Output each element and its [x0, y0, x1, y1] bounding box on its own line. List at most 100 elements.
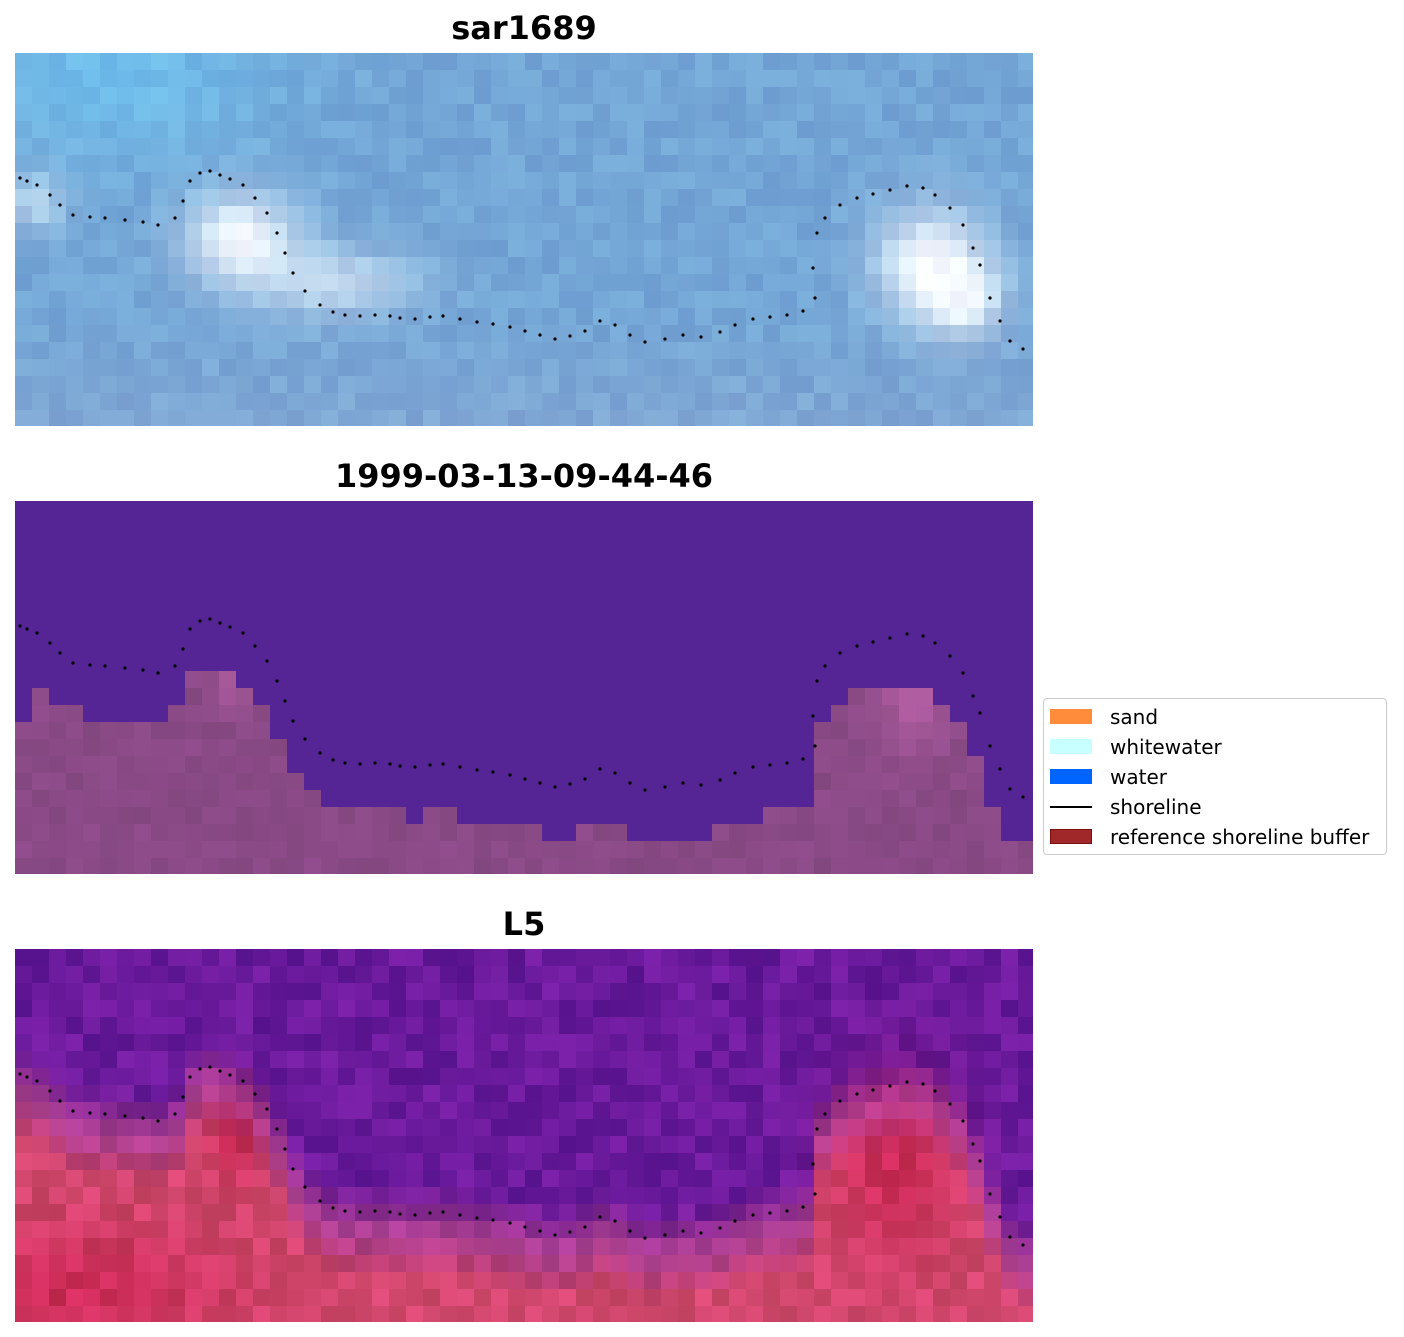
classified-pixel: [321, 688, 339, 706]
sar-pixel: [661, 70, 679, 88]
classified-pixel: [304, 569, 322, 587]
landsat-pixel: [168, 1255, 186, 1273]
classified-pixel: [66, 654, 84, 672]
sar-pixel: [287, 155, 305, 173]
landsat-pixel: [780, 1238, 798, 1256]
landsat-pixel: [389, 1272, 407, 1290]
sar-pixel: [831, 104, 849, 122]
sar-pixel: [253, 189, 271, 207]
sar-pixel: [661, 223, 679, 241]
sar-pixel: [1001, 206, 1019, 224]
sar-pixel: [321, 240, 339, 258]
sar-pixel: [66, 393, 84, 411]
landsat-pixel: [967, 1000, 985, 1018]
landsat-pixel: [678, 1102, 696, 1120]
classified-pixel: [882, 518, 900, 536]
classified-pixel: [814, 671, 832, 689]
classified-pixel: [882, 756, 900, 774]
sar-pixel: [134, 172, 152, 190]
sar-pixel: [304, 393, 322, 411]
sar-pixel: [423, 206, 441, 224]
classified-pixel: [576, 620, 594, 638]
sar-pixel: [474, 393, 492, 411]
sar-pixel: [321, 87, 339, 105]
shoreline-dot: [373, 313, 377, 317]
classified-pixel: [100, 756, 118, 774]
classified-pixel: [712, 841, 730, 859]
landsat-pixel: [66, 1238, 84, 1256]
sar-pixel: [338, 53, 356, 71]
sar-pixel: [559, 155, 577, 173]
classified-pixel: [984, 739, 1002, 757]
classified-pixel: [695, 620, 713, 638]
landsat-pixel: [168, 1068, 186, 1086]
sar-pixel: [32, 172, 50, 190]
sar-pixel: [219, 155, 237, 173]
sar-pixel: [882, 189, 900, 207]
classified-pixel: [1018, 722, 1033, 740]
sar-pixel: [746, 325, 764, 343]
classified-pixel: [712, 586, 730, 604]
landsat-pixel: [100, 949, 118, 967]
classified-pixel: [814, 586, 832, 604]
landsat-pixel: [389, 1306, 407, 1322]
classified-pixel: [49, 620, 67, 638]
landsat-pixel: [219, 1034, 237, 1052]
classified-pixel: [202, 722, 220, 740]
classified-pixel: [508, 688, 526, 706]
sar-pixel: [355, 138, 373, 156]
sar-pixel: [355, 376, 373, 394]
sar-pixel: [627, 257, 645, 275]
landsat-pixel: [457, 1272, 475, 1290]
classified-pixel: [151, 824, 169, 842]
landsat-pixel: [882, 1017, 900, 1035]
landsat-pixel: [610, 966, 628, 984]
landsat-pixel: [304, 1153, 322, 1171]
sar-pixel: [304, 53, 322, 71]
landsat-pixel: [134, 1272, 152, 1290]
classified-pixel: [593, 841, 611, 859]
sar-pixel: [304, 87, 322, 105]
classified-pixel: [916, 705, 934, 723]
classified-pixel: [542, 552, 560, 570]
classified-pixel: [83, 569, 101, 587]
sar-pixel: [66, 70, 84, 88]
classified-pixel: [661, 824, 679, 842]
sar-pixel: [848, 291, 866, 309]
landsat-pixel: [406, 1221, 424, 1239]
classified-pixel: [338, 841, 356, 859]
sar-pixel: [644, 155, 662, 173]
classified-pixel: [916, 535, 934, 553]
landsat-pixel: [202, 1238, 220, 1256]
classified-pixel: [253, 620, 271, 638]
landsat-pixel: [763, 1187, 781, 1205]
landsat-pixel: [253, 1119, 271, 1137]
classified-pixel: [610, 603, 628, 621]
classified-pixel: [1001, 841, 1019, 859]
landsat-pixel: [899, 1000, 917, 1018]
classified-pixel: [236, 688, 254, 706]
classified-pixel: [372, 773, 390, 791]
sar-pixel: [967, 87, 985, 105]
sar-pixel: [304, 189, 322, 207]
classified-pixel: [168, 654, 186, 672]
sar-pixel: [66, 308, 84, 326]
sar-pixel: [66, 223, 84, 241]
landsat-pixel: [83, 966, 101, 984]
sar-pixel: [678, 359, 696, 377]
sar-pixel: [372, 274, 390, 292]
landsat-pixel: [593, 1034, 611, 1052]
sar-pixel: [406, 223, 424, 241]
landsat-pixel: [491, 983, 509, 1001]
sar-pixel: [661, 138, 679, 156]
landsat-pixel: [151, 949, 169, 967]
classified-pixel: [831, 688, 849, 706]
classified-pixel: [270, 654, 288, 672]
classified-pixel: [151, 637, 169, 655]
landsat-pixel: [610, 1187, 628, 1205]
landsat-pixel: [321, 1119, 339, 1137]
landsat-pixel: [202, 966, 220, 984]
classified-pixel: [712, 722, 730, 740]
sar-pixel: [916, 70, 934, 88]
landsat-pixel: [185, 1153, 203, 1171]
